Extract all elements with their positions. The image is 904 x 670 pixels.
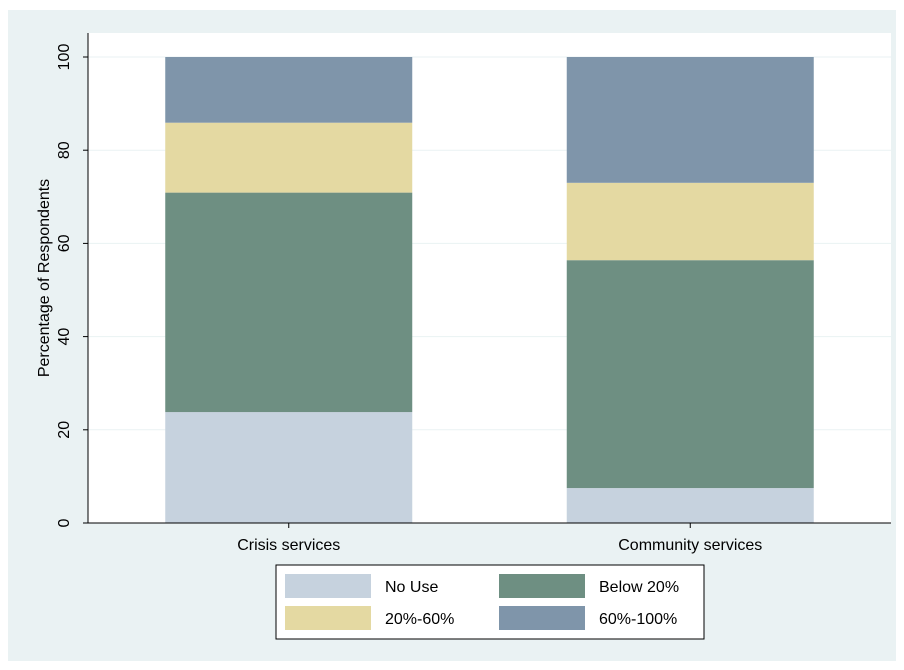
- legend-swatch: [499, 606, 585, 630]
- y-tick-label: 60: [56, 234, 73, 252]
- x-tick-label: Community services: [618, 537, 762, 554]
- legend-label: 20%-60%: [385, 611, 454, 628]
- legend-swatch: [285, 574, 371, 598]
- bar-segment: [165, 122, 413, 193]
- x-tick-labels: Crisis services Community services: [237, 523, 762, 554]
- bar-segment: [566, 488, 814, 523]
- bar-segment: [165, 192, 413, 413]
- y-tick-label: 20: [56, 421, 73, 439]
- x-tick-label: Crisis services: [237, 537, 340, 554]
- legend-swatch: [499, 574, 585, 598]
- legend: No Use Below 20% 20%-60% 60%-100%: [275, 564, 705, 640]
- bar-segment: [165, 412, 413, 523]
- legend-label: 60%-100%: [599, 611, 677, 628]
- bar-segment: [566, 260, 814, 489]
- bars: [165, 57, 814, 523]
- y-ticks: 0 20 40 60 80 100: [56, 44, 88, 527]
- bar-segment: [165, 57, 413, 123]
- legend-label: No Use: [385, 579, 438, 596]
- y-tick-label: 100: [56, 44, 73, 71]
- legend-swatch: [285, 606, 371, 630]
- axes: [87, 33, 891, 524]
- y-tick-label: 0: [56, 518, 73, 527]
- bar-segment: [566, 182, 814, 261]
- bar-segment: [566, 57, 814, 183]
- legend-label: Below 20%: [599, 579, 679, 596]
- y-tick-label: 80: [56, 141, 73, 159]
- y-tick-label: 40: [56, 328, 73, 346]
- y-axis-label: Percentage of Respondents: [36, 179, 53, 377]
